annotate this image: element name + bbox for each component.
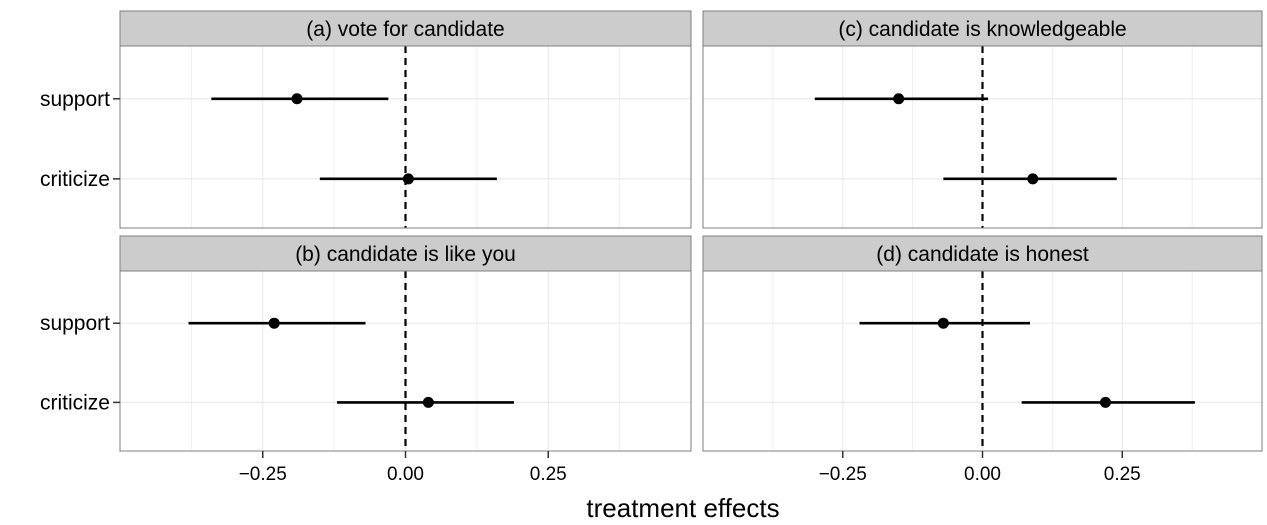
facet-panel: (c) candidate is knowledgeable (702, 10, 1263, 229)
panel-border (119, 45, 692, 229)
facet-title: (d) candidate is honest (876, 243, 1089, 266)
y-axis-category-labels: support criticize support criticize (40, 88, 120, 414)
point-estimate-support (291, 93, 303, 105)
facet-panel: (b) candidate is like you (119, 235, 692, 452)
facet-title: (a) vote for candidate (306, 18, 504, 41)
x-tick-label: 0.25 (1104, 464, 1141, 485)
facet-strip (119, 10, 692, 47)
point-estimate-criticize (402, 173, 414, 185)
y-tick-label-support: support (40, 312, 110, 335)
panel-border (702, 45, 1263, 229)
y-tick-label-support: support (40, 88, 110, 111)
facet-title: (b) candidate is like you (295, 243, 516, 266)
x-tick-label: −0.25 (819, 464, 867, 485)
x-tick-label: −0.25 (239, 464, 287, 485)
point-estimate-criticize (1099, 396, 1111, 408)
x-axis-tick-labels: −0.25 0.00 0.25 −0.25 0.00 0.25 (239, 451, 1141, 485)
x-tick-label: 0.25 (530, 464, 567, 485)
y-tick-label-criticize: criticize (40, 391, 110, 414)
x-tick-label: 0.00 (964, 464, 1001, 485)
point-estimate-support (268, 317, 280, 329)
point-estimate-criticize (422, 396, 434, 408)
point-estimate-support (893, 93, 905, 105)
y-tick-label-criticize: criticize (40, 168, 110, 191)
point-estimate-support (937, 317, 949, 329)
point-estimate-criticize (1027, 173, 1039, 185)
facet-panel: (d) candidate is honest (702, 235, 1263, 452)
facet-title: (c) candidate is knowledgeable (838, 18, 1126, 41)
facet-panels: (a) vote for candidate (c) candidate is k… (119, 10, 1263, 452)
x-tick-label: 0.00 (387, 464, 424, 485)
x-axis-title: treatment effects (586, 493, 779, 523)
facet-panel: (a) vote for candidate (119, 10, 692, 229)
facet-strip (702, 235, 1263, 272)
